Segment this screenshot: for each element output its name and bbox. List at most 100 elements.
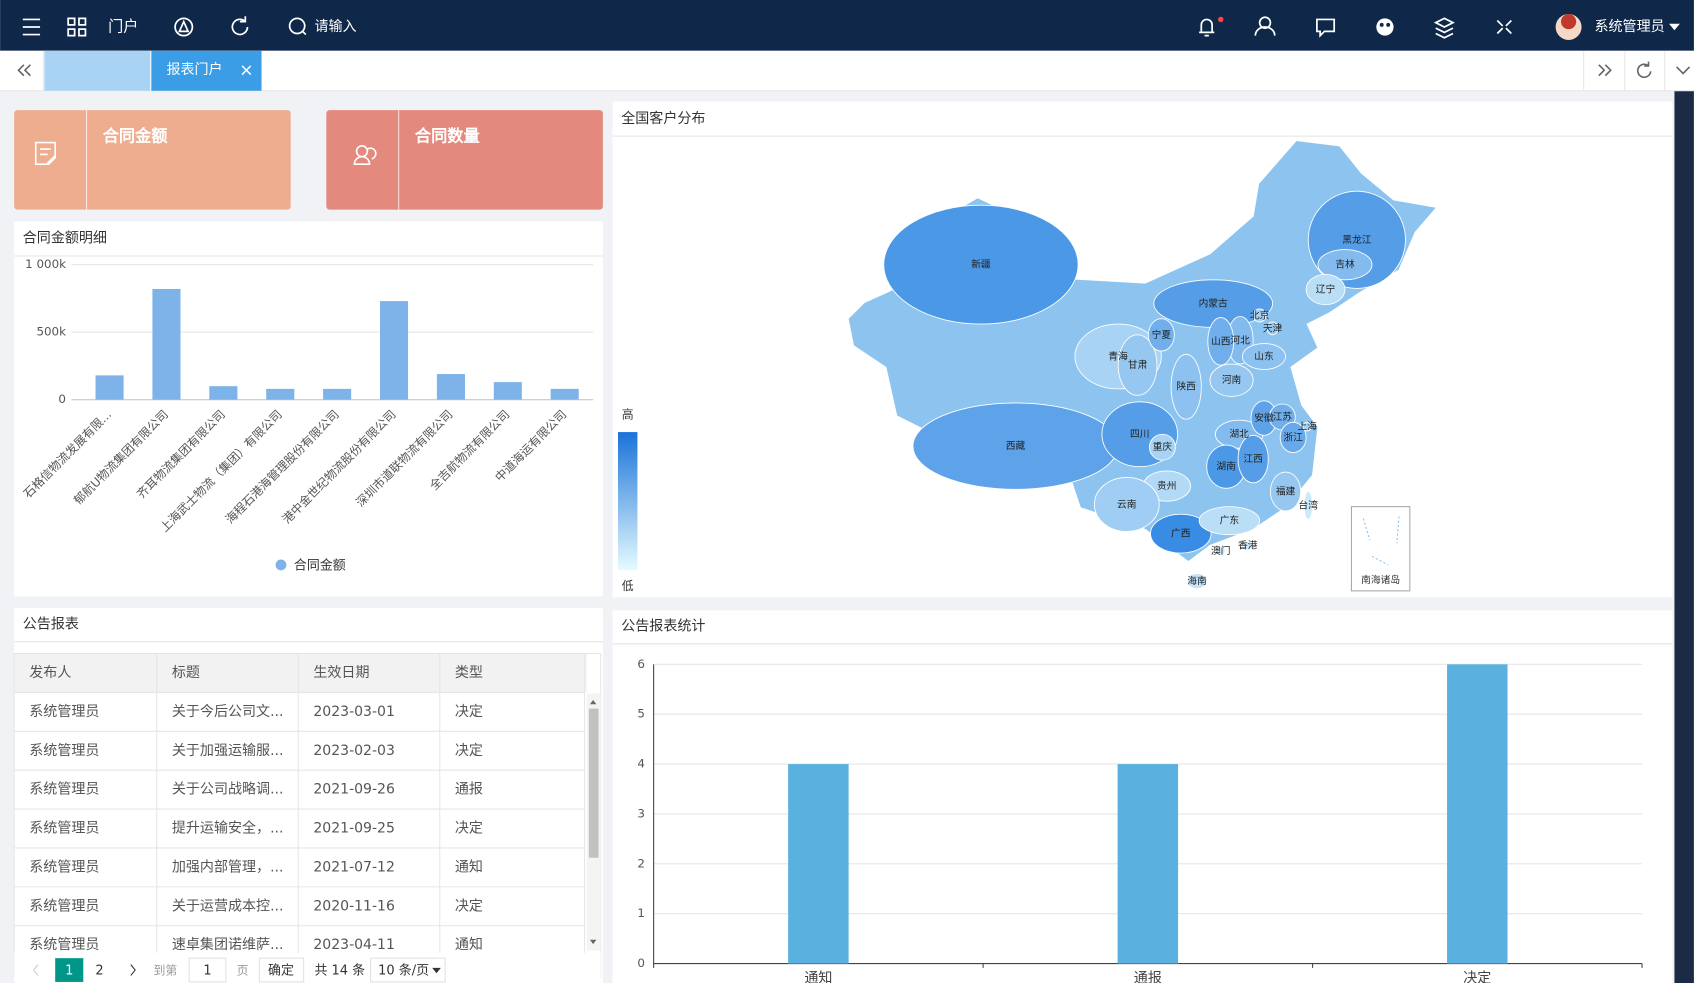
menu-toggle[interactable] (22, 18, 41, 36)
region[interactable] (1209, 363, 1254, 397)
page-prev[interactable] (32, 964, 39, 976)
user-icon[interactable] (1254, 16, 1276, 36)
refresh-icon[interactable] (231, 16, 249, 36)
page-current[interactable] (55, 958, 84, 982)
theme-icon[interactable] (1376, 18, 1394, 36)
region[interactable] (1216, 546, 1226, 556)
goto-input[interactable] (188, 957, 227, 983)
bar[interactable] (550, 388, 579, 400)
scroll-down[interactable] (589, 939, 597, 945)
layers-icon[interactable] (1433, 17, 1455, 39)
region[interactable] (1279, 421, 1307, 454)
panel (14, 221, 603, 597)
table-cell[interactable]: 关于公司战略调... (172, 782, 284, 798)
region[interactable] (1266, 321, 1279, 336)
table-cell[interactable]: 关于今后公司文... (172, 704, 284, 720)
bar[interactable] (266, 388, 295, 400)
table-cell[interactable]: 关于运营成本控... (172, 898, 284, 914)
tabs-refresh[interactable] (1636, 61, 1652, 79)
region[interactable] (1243, 540, 1253, 551)
bar[interactable] (379, 301, 409, 400)
region-label: 上海 (1297, 420, 1317, 433)
cards: 合同金额 合同数量 (14, 110, 603, 210)
y-tick-label: 500k (36, 325, 66, 339)
region[interactable] (1207, 317, 1235, 366)
bar[interactable] (323, 388, 352, 400)
search-icon[interactable] (288, 17, 307, 36)
visual-map[interactable] (617, 432, 638, 571)
table-cell[interactable]: 速卓集团诺维萨... (172, 936, 284, 953)
legend-label[interactable]: 合同金额 (294, 558, 346, 574)
bar[interactable] (152, 288, 181, 400)
bell-icon[interactable] (1199, 16, 1224, 37)
bar[interactable] (1447, 664, 1508, 964)
tab-active-label[interactable]: 报表门户 (166, 61, 222, 78)
table-cell: 决定 (455, 743, 483, 759)
page-next[interactable] (130, 964, 136, 976)
region[interactable] (1170, 353, 1202, 420)
avatar-hair (1561, 14, 1577, 30)
table-cell: 系统管理员 (29, 937, 99, 953)
tab-home[interactable] (44, 50, 151, 91)
table-header (14, 653, 587, 693)
region[interactable] (1147, 318, 1175, 352)
confirm-label[interactable]: 确定 (268, 964, 294, 979)
bar[interactable] (436, 374, 465, 400)
region[interactable] (883, 204, 1079, 325)
nav-portal[interactable]: 门户 (108, 18, 138, 36)
tabs-next[interactable] (1598, 64, 1612, 77)
confirm-button[interactable] (258, 957, 305, 983)
goto-value[interactable]: 1 (203, 964, 211, 979)
page-size-select[interactable] (370, 957, 446, 983)
region[interactable] (1198, 506, 1261, 536)
region[interactable] (1303, 491, 1314, 521)
region[interactable] (1186, 573, 1208, 590)
bar[interactable] (493, 382, 522, 400)
region[interactable] (1317, 249, 1373, 281)
region[interactable] (1305, 273, 1346, 306)
region[interactable] (1149, 433, 1176, 461)
user-caret[interactable] (1669, 23, 1680, 31)
tab-active[interactable] (151, 50, 262, 91)
bar[interactable] (95, 375, 124, 400)
bar[interactable] (1117, 764, 1179, 964)
fullscreen-icon[interactable] (1496, 19, 1512, 35)
y-tick-label: 0 (58, 392, 66, 406)
region[interactable] (1241, 343, 1287, 370)
tab-close[interactable] (241, 65, 252, 76)
search-input[interactable]: 请输入 (314, 19, 356, 35)
region[interactable] (1252, 308, 1267, 323)
message-icon[interactable] (1316, 18, 1336, 38)
table-cell[interactable]: 关于加强运输服... (172, 743, 284, 759)
region[interactable] (1237, 434, 1269, 484)
y-tick-label: 6 (637, 657, 645, 671)
apps-icon[interactable] (67, 17, 87, 37)
user-name[interactable]: 系统管理员 (1595, 19, 1665, 35)
tabs-menu[interactable] (1676, 66, 1691, 75)
y-tick-label: 1 (637, 906, 645, 920)
region[interactable] (1093, 477, 1160, 532)
scroll-up[interactable] (589, 699, 597, 705)
table-cell: 决定 (455, 821, 483, 837)
region[interactable] (1302, 421, 1312, 432)
table-cell: 2023-04-11 (313, 937, 395, 953)
table-cell: 2020-11-16 (313, 898, 395, 914)
region[interactable] (1117, 334, 1158, 396)
x-tick-label: 通报 (1134, 971, 1162, 983)
table-cell[interactable]: 提升运输安全，... (172, 820, 284, 837)
legend-swatch[interactable] (275, 559, 287, 571)
page-number[interactable]: 1 (65, 964, 73, 979)
tabs-prev[interactable] (17, 64, 31, 77)
table-cell[interactable]: 加强内部管理，... (172, 859, 284, 875)
region[interactable] (1270, 471, 1302, 512)
y-tick-label: 0 (637, 956, 645, 970)
page-number[interactable]: 2 (95, 964, 103, 979)
region[interactable] (1150, 513, 1212, 554)
scrollbar-thumb[interactable] (588, 708, 599, 858)
page-size-label[interactable]: 10 条/页 (378, 963, 429, 979)
region-label: 云南 (1117, 497, 1137, 510)
bar[interactable] (209, 386, 238, 400)
bar[interactable] (788, 764, 849, 964)
page-size-caret[interactable] (432, 967, 441, 974)
nav-icon[interactable] (174, 17, 194, 37)
